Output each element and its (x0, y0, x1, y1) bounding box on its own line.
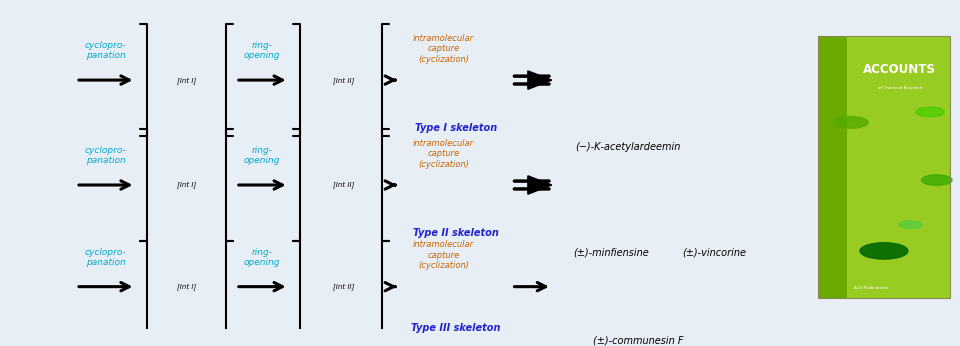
Text: cyclopro-
panation: cyclopro- panation (84, 41, 127, 61)
Text: Type I skeleton: Type I skeleton (415, 123, 497, 133)
Text: ring-
opening: ring- opening (244, 41, 280, 61)
Text: cyclopro-
panation: cyclopro- panation (84, 248, 127, 267)
Text: Type III skeleton: Type III skeleton (411, 323, 501, 333)
Text: [Int I]: [Int I] (177, 283, 196, 290)
Circle shape (899, 221, 922, 229)
Text: intramolecular
capture
(cyclization): intramolecular capture (cyclization) (413, 139, 474, 169)
Polygon shape (528, 176, 552, 194)
Circle shape (833, 117, 868, 128)
Bar (818, 36, 950, 298)
Text: ACS Publications: ACS Publications (853, 286, 888, 290)
Bar (818, 36, 847, 298)
Text: [Int I]: [Int I] (177, 77, 196, 83)
Text: intramolecular
capture
(cyclization): intramolecular capture (cyclization) (413, 34, 474, 64)
Text: [Int I]: [Int I] (177, 182, 196, 189)
Text: (−)-Κ-acetylardeemin: (−)-Κ-acetylardeemin (576, 143, 681, 152)
Polygon shape (528, 71, 552, 89)
Bar (847, 36, 950, 298)
Circle shape (922, 175, 952, 185)
Circle shape (916, 107, 945, 117)
Text: of Chemical Research: of Chemical Research (877, 86, 922, 90)
Text: [Int II]: [Int II] (333, 182, 355, 189)
Text: cyclopro-
panation: cyclopro- panation (84, 146, 127, 165)
Text: (±)-minfiensine: (±)-minfiensine (573, 247, 649, 257)
Text: intramolecular
capture
(cyclization): intramolecular capture (cyclization) (413, 240, 474, 270)
Text: [Int II]: [Int II] (333, 283, 355, 290)
Text: (±)-communesin F: (±)-communesin F (592, 336, 684, 346)
Text: ACCOUNTS: ACCOUNTS (863, 63, 936, 76)
Text: ring-
opening: ring- opening (244, 248, 280, 267)
Text: (±)-vincorine: (±)-vincorine (683, 247, 747, 257)
Text: [Int II]: [Int II] (333, 77, 355, 83)
Circle shape (860, 243, 908, 259)
Text: Type II skeleton: Type II skeleton (413, 228, 499, 238)
Text: ring-
opening: ring- opening (244, 146, 280, 165)
